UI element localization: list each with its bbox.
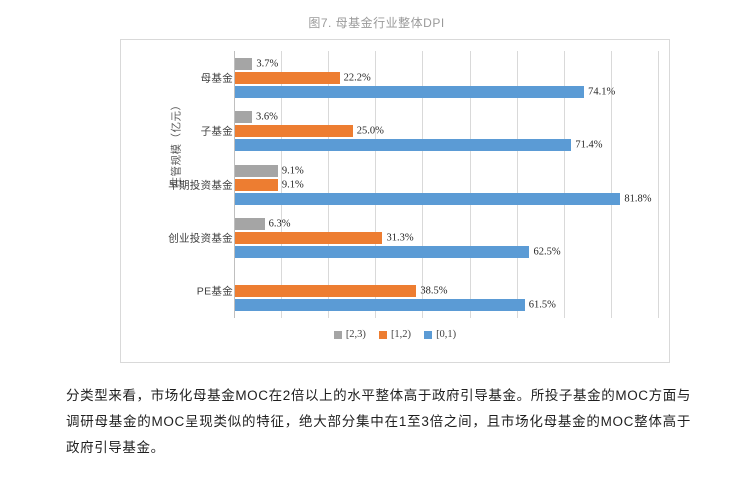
bar-[1,2)[interactable] — [235, 178, 278, 191]
bar-[2,3)[interactable] — [235, 164, 278, 177]
bar-group: 38.5% 61.5% — [235, 271, 658, 312]
bar-[1,2)[interactable] — [235, 71, 340, 84]
bar-row: 71.4% — [235, 139, 658, 152]
gridline — [375, 51, 377, 318]
gridline — [281, 51, 283, 318]
bar-row: 3.7% — [235, 57, 658, 70]
legend-swatch-icon — [378, 330, 387, 339]
legend-swatch-icon — [424, 330, 433, 339]
bar-row: 9.1% — [235, 178, 658, 191]
bar-row: 74.1% — [235, 85, 658, 98]
bar-[2,3)[interactable] — [235, 57, 253, 70]
plot-area: 3.7% 22.2% 74.1% 3.6% 25.0% 71.4% 9.1% 9.1% 81.8… — [234, 51, 659, 318]
bar-[0,1)[interactable] — [235, 139, 572, 152]
bar-group: 3.6% 25.0% 71.4% — [235, 111, 658, 152]
caption-paragraph: 分类型来看，市场化母基金MOC在2倍以上的水平整体高于政府引导基金。所投子基金的… — [66, 388, 691, 455]
bar-row: 62.5% — [235, 245, 658, 258]
bar-row: 31.3% — [235, 231, 658, 244]
bar-value-label: 6.3% — [268, 218, 291, 230]
bar-[1,2)[interactable] — [235, 285, 417, 298]
bar-row: 9.1% — [235, 164, 658, 177]
legend-swatch-icon — [333, 330, 342, 339]
gridline — [658, 51, 659, 318]
bar-row: 81.8% — [235, 192, 658, 205]
bar-value-label: 31.3% — [386, 232, 414, 244]
bar-[0,1)[interactable] — [235, 299, 525, 312]
y-axis-line — [234, 51, 235, 318]
bar-group: 6.3% 31.3% 62.5% — [235, 217, 658, 258]
gridline — [422, 51, 424, 318]
bar-value-label: 9.1% — [281, 179, 304, 190]
bar-value-label: 25.0% — [356, 125, 384, 137]
bar-row: 3.6% — [235, 111, 658, 124]
bar-value-label: 61.5% — [528, 299, 556, 311]
bar-value-label: 74.1% — [588, 86, 616, 98]
chart-container: 在管规模（亿元） 母基金 子基金 早期投资基金 创业投资基金 PE基金 3.7% 22.2… — [120, 39, 670, 363]
bar-value-label: 81.8% — [624, 193, 652, 204]
y-axis-category-label: 母基金 — [200, 72, 233, 85]
bar-[0,1)[interactable] — [235, 85, 585, 98]
bar-value-label: 38.5% — [420, 285, 448, 297]
bar-value-label: 22.2% — [343, 72, 371, 84]
legend-label: [1,2) — [390, 329, 412, 340]
bar-value-label: 3.7% — [256, 58, 279, 70]
bar-group: 9.1% 9.1% 81.8% — [235, 164, 658, 205]
gridline — [328, 51, 330, 318]
bar-row: 6.3% — [235, 217, 658, 230]
gridline — [516, 51, 518, 318]
legend-item[interactable]: [0,1) — [424, 329, 456, 340]
y-axis-category-label: 子基金 — [200, 125, 233, 138]
y-axis-category-label: 创业投资基金 — [168, 232, 233, 245]
bar-row: 22.2% — [235, 71, 658, 84]
gridline — [469, 51, 471, 318]
bar-[2,3)[interactable] — [235, 217, 265, 230]
bar-row: 38.5% — [235, 285, 658, 298]
y-axis-category-label: 早期投资基金 — [168, 179, 233, 191]
bar-[2,3)[interactable] — [235, 111, 252, 124]
bar-value-label: 3.6% — [255, 111, 278, 123]
legend-label: [0,1) — [436, 329, 457, 340]
figure-title: 图7. 母基金行业整体DPI — [308, 16, 445, 30]
bar-[0,1)[interactable] — [235, 192, 621, 205]
bar-group: 3.7% 22.2% 74.1% — [235, 57, 658, 98]
bar-value-label: 71.4% — [575, 139, 603, 151]
bar-[1,2)[interactable] — [235, 125, 353, 138]
legend-item[interactable]: [2,3) — [333, 329, 366, 340]
bar-[0,1)[interactable] — [235, 245, 530, 258]
y-axis-category-label: PE基金 — [196, 285, 233, 298]
bar-[1,2)[interactable] — [235, 231, 383, 244]
chart-legend: [2,3) [1,2) [0,1) — [121, 329, 669, 340]
bar-row: 61.5% — [235, 299, 658, 312]
legend-item[interactable]: [1,2) — [378, 329, 412, 340]
bar-row — [235, 271, 658, 283]
bar-row: 25.0% — [235, 125, 658, 138]
legend-label: [2,3) — [345, 329, 366, 340]
bar-value-label: 62.5% — [533, 246, 561, 258]
gridline — [610, 51, 612, 318]
gridline — [563, 51, 565, 318]
bar-value-label: 9.1% — [281, 165, 304, 176]
y-axis-category-labels: 母基金子基金早期投资基金 创业投资基金 PE基金 — [141, 51, 233, 318]
